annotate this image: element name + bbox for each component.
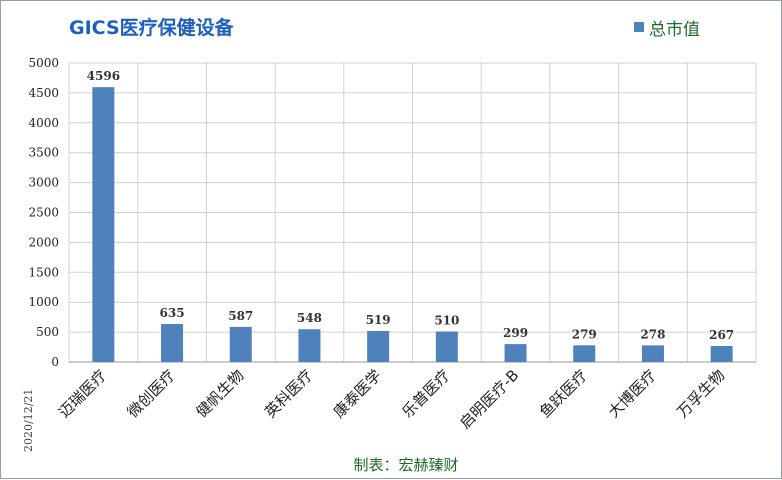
data-label: 635: [160, 306, 185, 320]
grid-layer: [68, 62, 757, 363]
data-label: 267: [709, 328, 734, 342]
bar: [573, 345, 596, 362]
y-axis: 0 500 1000 1500 2000 2500 3000 3500 4000 4500 5000: [28, 56, 59, 369]
source-note: 制表：宏赫臻财: [353, 456, 458, 474]
x-axis: 迈瑞医疗 微创医疗 健帆生物 英科医疗 康泰医学 乐普医疗 启明医疗-B 鱼跃医疗 大博医疗 万孚…: [55, 366, 728, 432]
data-label: 510: [434, 314, 459, 328]
bar: [298, 329, 321, 362]
date-note: 2020/12/21: [22, 389, 35, 452]
x-tick-label: 鱼跃医疗: [536, 366, 591, 421]
x-tick-label: 英科医疗: [261, 366, 316, 421]
bar: [641, 345, 664, 362]
x-tick-label: 启明医疗-B: [456, 366, 522, 432]
x-tick-label: 万孚生物: [673, 366, 728, 421]
bar: [367, 330, 390, 362]
y-tick-label: 2000: [28, 235, 59, 249]
bar: [161, 324, 184, 362]
data-label: 279: [572, 327, 597, 341]
y-tick-label: 3000: [28, 176, 59, 190]
y-tick-label: 3500: [28, 146, 59, 160]
y-tick-label: 0: [51, 355, 59, 369]
data-label: 299: [503, 326, 528, 340]
y-tick-label: 500: [36, 325, 59, 339]
x-tick-label: 乐普医疗: [399, 366, 454, 421]
data-label: 278: [640, 327, 665, 341]
bar: [92, 87, 115, 362]
x-tick-label: 康泰医学: [330, 366, 385, 421]
legend-swatch: [634, 22, 644, 32]
y-tick-label: 4500: [28, 86, 59, 100]
bar: [710, 346, 733, 362]
x-tick-label: 大博医疗: [605, 366, 660, 421]
data-label: 4596: [87, 69, 120, 83]
bar: [504, 344, 527, 362]
y-tick-label: 2500: [28, 206, 59, 220]
data-label: 548: [297, 311, 322, 325]
y-tick-label: 1500: [28, 265, 59, 279]
data-label: 519: [366, 313, 391, 327]
x-tick-label: 微创医疗: [124, 366, 179, 421]
chart-title: GICS医疗保健设备: [69, 16, 235, 39]
x-tick-label: 迈瑞医疗: [55, 366, 110, 421]
bar: [229, 326, 252, 362]
bars: 4596 635 587 548 519 510 299 279 278 267: [87, 69, 734, 362]
y-tick-label: 5000: [28, 56, 59, 70]
y-tick-label: 1000: [28, 295, 59, 309]
legend-label: 总市值: [649, 20, 700, 40]
x-tick-label: 健帆生物: [192, 366, 247, 421]
y-tick-label: 4000: [28, 116, 59, 130]
bar: [435, 331, 458, 362]
data-label: 587: [228, 309, 253, 323]
